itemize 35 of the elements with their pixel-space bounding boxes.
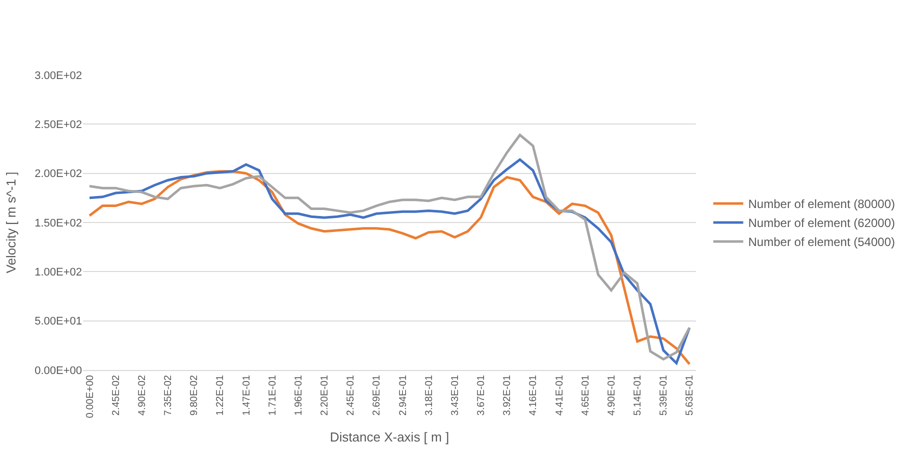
x-tick-label: 4.90E-02 (136, 374, 148, 416)
y-tick-label: 1.00E+02 (34, 266, 82, 279)
x-tick-label: 9.80E-02 (189, 374, 200, 416)
y-axis-title: Velocity [ m s^-1 ] (4, 172, 19, 274)
y-tick-label: 2.50E+02 (34, 119, 82, 132)
y-tick-label: 0.00E+00 (34, 364, 82, 377)
x-tick-label: 5.63E-01 (684, 374, 696, 416)
y-tick-label: 2.00E+02 (34, 168, 82, 180)
y-tick-label: 3.00E+02 (34, 70, 82, 82)
x-tick-label: 1.22E-01 (215, 374, 226, 416)
x-axis-title: Distance X-axis [ m ] (330, 430, 450, 445)
legend-label: Number of element (62000) (748, 216, 896, 230)
x-tick-label: 2.20E-01 (320, 374, 331, 416)
x-tick-label: 2.69E-01 (372, 374, 383, 416)
x-tick-label: 1.47E-01 (241, 374, 252, 416)
legend-label: Number of element (80000) (748, 197, 896, 212)
x-tick-label: 2.45E-02 (110, 374, 122, 416)
x-tick-label: 3.92E-01 (502, 374, 514, 416)
y-tick-label: 5.00E+01 (34, 316, 82, 328)
x-tick-label: 2.45E-01 (346, 374, 357, 416)
x-tick-label: 3.43E-01 (450, 374, 461, 416)
x-tick-label: 4.90E-01 (606, 374, 618, 416)
legend-label: Number of element (54000) (748, 235, 896, 250)
x-tick-label: 3.18E-01 (424, 374, 435, 416)
x-tick-label: 4.16E-01 (528, 374, 540, 416)
x-tick-label: 7.35E-02 (163, 374, 174, 416)
x-tick-label: 5.14E-01 (632, 374, 644, 416)
x-tick-label: 4.41E-01 (554, 374, 566, 416)
x-tick-label: 2.94E-01 (398, 374, 409, 416)
x-tick-label: 1.71E-01 (267, 374, 278, 416)
x-tick-label: 4.65E-01 (580, 374, 592, 416)
x-tick-label: 3.67E-01 (476, 374, 488, 416)
x-tick-label: 5.39E-01 (658, 374, 670, 416)
y-tick-label: 1.50E+02 (34, 217, 82, 230)
x-tick-label: 1.96E-01 (293, 374, 304, 416)
